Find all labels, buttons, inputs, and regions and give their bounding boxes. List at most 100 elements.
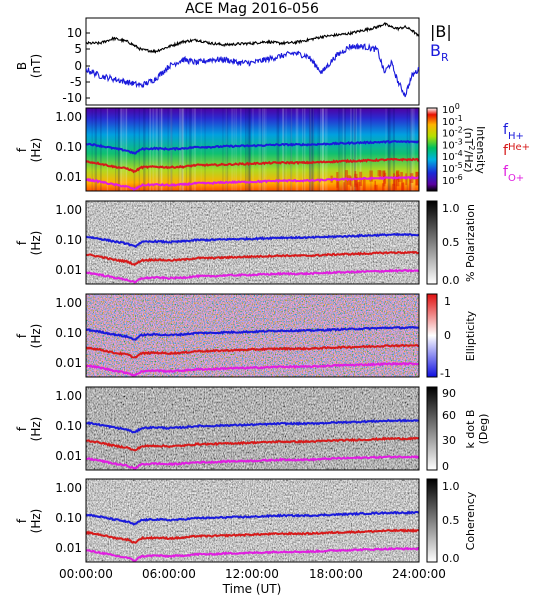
power-streak [192,108,194,191]
power-streak [392,108,395,191]
kdb-cbar-tick-30: 30 [442,434,456,447]
power-hotspot [354,173,358,188]
kdb-cbar-tick-60: 60 [442,409,456,422]
field-ylabel-bottom: (nT) [29,54,43,78]
ell-ytick-1: 1.00 [55,296,82,310]
kdotb-freq-lines [86,418,419,470]
ellipticity-panel-frame [85,293,420,378]
legend-f-h: fH+ [503,122,524,142]
power-streak [338,108,341,191]
power-hotspot [392,183,396,191]
power-streak [261,108,264,191]
power-hotspot [355,183,359,191]
coh-ylabel-bottom: (Hz) [29,509,43,534]
f-he-line [86,250,419,267]
power-streak [193,108,196,191]
field-ytick-neg5: -5 [70,75,82,89]
pol-cbar-tick-0.5: 0.5 [442,236,460,249]
coh-cbar-tick-0.5: 0.5 [442,514,460,527]
power-streak [282,108,285,191]
power-streak [321,108,324,191]
power-streak [309,108,312,191]
power-panel: f (Hz) 1.00 0.10 0.01 10010-110-210-310-… [15,102,530,192]
f-o-line [86,268,419,284]
power-streak [222,108,224,191]
time-axis: 00:00:00 06:00:00 12:00:00 18:00:00 24:0… [59,567,446,596]
power-streak [181,108,183,191]
power-streak [234,108,235,191]
kdb-ytick-1: 1.00 [55,389,82,403]
field-ytick-5: 5 [74,42,82,56]
power-streak [100,108,102,191]
field-ylabel-top: B [15,62,29,70]
power-streak [189,108,192,191]
f-h-line [86,139,419,155]
power-ylabel-bottom: (Hz) [29,138,43,163]
power-streak [290,108,293,191]
power-colorbar [426,107,438,192]
power-streak [312,108,315,191]
power-streak [91,108,93,191]
power-hotspot [362,177,366,191]
kdb-cbar-label-b: (Deg) [477,414,490,445]
power-streak [342,108,345,191]
power-streak [406,108,409,191]
power-streak [312,108,314,191]
power-streak [258,108,261,191]
power-streak [186,108,187,191]
power-streak [354,108,356,191]
f-he-line [86,343,419,359]
kdb-cbar-tick-90: 90 [442,387,456,400]
power-streak [340,108,342,191]
kdb-ylabel-bottom: (Hz) [29,417,43,442]
power-streak [181,108,184,191]
field-ytick-neg10: -10 [62,91,82,105]
power-streak [235,108,238,191]
power-streak [411,108,414,191]
coh-colorbar [426,478,438,563]
kdotb-panel: f (Hz) 1.00 0.10 0.01 90 60 30 0 k dot B… [15,386,490,473]
power-ytick-1: 1.00 [55,110,82,124]
b-r-line [86,42,419,98]
f-h-line [86,325,419,341]
power-hotspot [344,170,348,180]
pol-cbar-tick-0: 0.0 [442,274,460,287]
power-streak [350,108,352,191]
power-streak [370,108,372,191]
coherency-panel-frame [85,478,420,563]
power-hotspot [379,170,382,180]
power-hotspot [369,170,373,182]
f-o-line [86,175,419,191]
power-streak [320,108,322,191]
time-tick-00: 00:00:00 [59,567,113,581]
power-streak [317,108,320,191]
f-he-line [86,528,419,544]
ell-cbar-label: Ellipticity [464,310,477,361]
power-streak [231,108,234,191]
kdb-ytick-0.1: 0.10 [55,419,82,433]
field-lines [86,21,419,98]
power-streak [248,108,252,191]
power-streak [125,108,128,191]
pol-cbar-tick-1: 1.0 [442,202,460,215]
power-streak [155,108,158,191]
power-streak [247,108,250,191]
ell-ylabel-top: f [15,333,29,338]
power-streak [359,108,362,191]
kdb-cbar-tick-0: 0 [442,460,449,473]
field-yticks-marks [86,32,90,99]
coh-cbar-tick-1: 1.0 [442,480,460,493]
ell-ytick-0.01: 0.01 [55,356,82,370]
coh-cbar-tick-0: 0.0 [442,552,460,565]
power-streak [344,108,346,191]
power-hotspot [393,177,397,190]
pol-ytick-0.01: 0.01 [55,263,82,277]
power-streak [387,108,390,191]
power-cbar-tick: 10-4 [442,149,463,163]
power-streak [410,108,412,191]
b-magnitude-line [86,21,419,54]
power-ytick-0.01: 0.01 [55,170,82,184]
power-streak [308,108,312,191]
power-streak [295,108,299,191]
